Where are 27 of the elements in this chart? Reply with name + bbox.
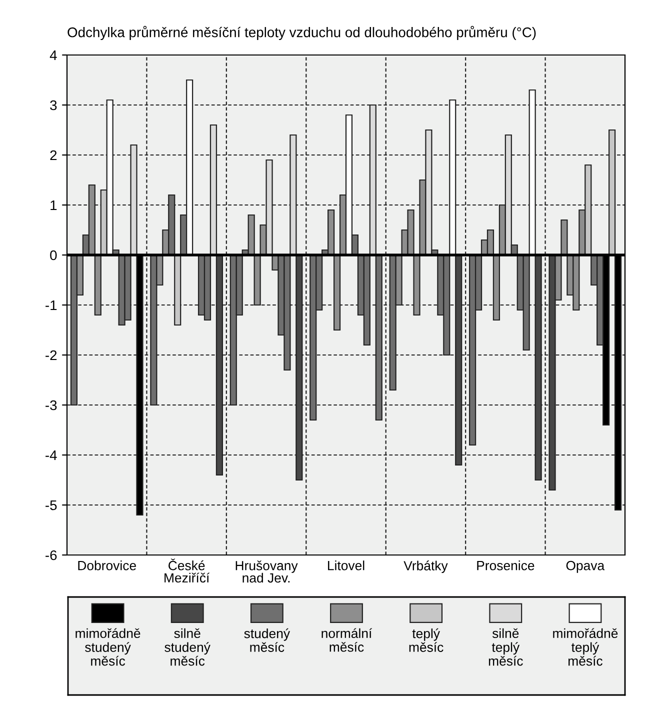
- legend-label: studený měsíc: [244, 628, 290, 652]
- x-tick-label: Hrušovany nad Jev.: [236, 560, 298, 583]
- legend-label: mimořádně studený měsíc: [76, 628, 140, 666]
- y-axis-title: Odchylka průměrné měsíční teploty vzduchu od dlouhodobého průměru (°C): [68, 26, 536, 40]
- legend-label: mimořádně teplý měsíc: [553, 628, 618, 666]
- y-tick-label: -4: [46, 450, 57, 460]
- y-tick-label: -2: [46, 350, 57, 360]
- x-tick-label: Vrbátky: [404, 560, 448, 574]
- legend-label: silně teplý měsíc: [488, 628, 523, 666]
- y-tick-label: 0: [50, 250, 57, 260]
- y-tick-label: 4: [50, 50, 57, 60]
- y-tick-label: 2: [50, 150, 57, 160]
- legend-label: normální měsíc: [322, 628, 372, 652]
- y-tick-label: -5: [46, 500, 57, 510]
- x-tick-label: České Meziříčí: [164, 558, 210, 583]
- y-tick-label: 3: [50, 100, 57, 110]
- legend-label: silně studený měsíc: [164, 628, 210, 666]
- x-tick-label: Litovel: [328, 560, 364, 570]
- y-tick-label: -3: [46, 400, 57, 410]
- legend-label: teplý měsíc: [409, 628, 444, 652]
- y-tick-label: -6: [46, 550, 57, 560]
- x-tick-label: Dobrovice: [78, 560, 136, 570]
- x-tick-label: Opava: [566, 560, 605, 573]
- y-tick-label: -1: [46, 300, 57, 310]
- x-tick-label: Prosenice: [477, 560, 534, 570]
- bar: [560, 219, 568, 256]
- y-tick-label: 1: [50, 200, 57, 210]
